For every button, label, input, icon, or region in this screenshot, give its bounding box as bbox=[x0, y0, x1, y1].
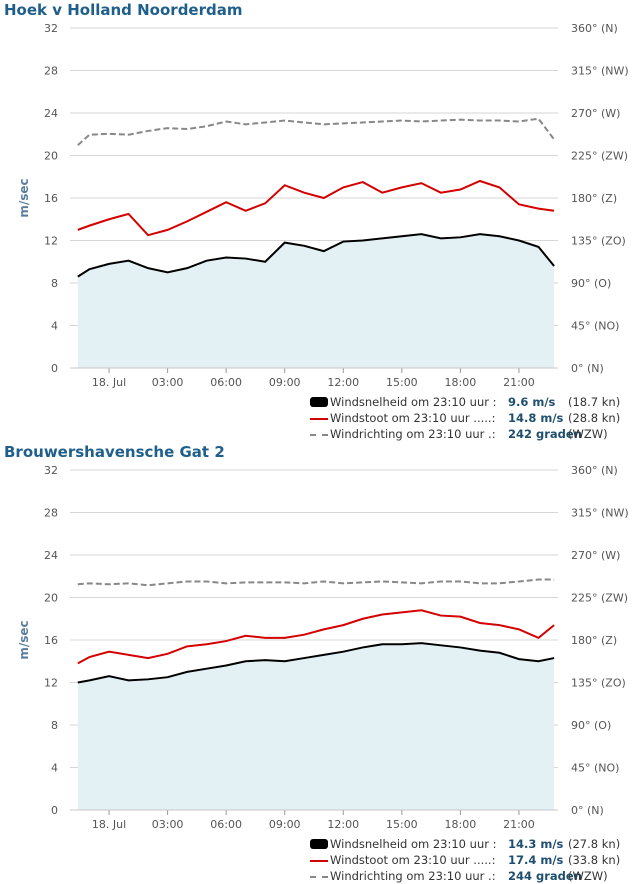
legend-item-direction[interactable]: Windrichting om 23:10 uur .: 244 graden (W… bbox=[308, 868, 634, 884]
legend-item-speed[interactable]: Windsnelheid om 23:10 uur :14.3 m/s (27.8… bbox=[308, 836, 634, 852]
y-tick-label: 24 bbox=[44, 107, 58, 120]
y2-tick-label: 90° (O) bbox=[571, 719, 611, 732]
y-tick-label: 20 bbox=[44, 592, 58, 605]
speed-swatch bbox=[310, 397, 328, 407]
y-tick-label: 28 bbox=[44, 507, 58, 520]
y2-tick-label: 180° (Z) bbox=[571, 634, 617, 647]
direction-swatch bbox=[310, 876, 328, 878]
legend-item-gust[interactable]: Windstoot om 23:10 uur .....: 14.8 m/s (28… bbox=[308, 410, 634, 426]
y2-tick-label: 225° (ZW) bbox=[571, 592, 628, 605]
y2-tick-label: 315° (NW) bbox=[571, 65, 629, 78]
y-tick-label: 8 bbox=[51, 277, 58, 290]
speed-line bbox=[77, 642, 555, 684]
y2-tick-label: 0° (N) bbox=[571, 362, 604, 375]
wind-chart-2: 0 0° (N) 4 45° (NO) 8 90° (O) 12 135° (ZO) 16 180… bbox=[17, 464, 629, 831]
y-tick-label: 4 bbox=[51, 320, 58, 333]
legend-item-gust[interactable]: Windstoot om 23:10 uur .....: 17.4 m/s (33… bbox=[308, 852, 634, 868]
x-tick-label: 18. Jul bbox=[92, 818, 126, 831]
y-tick-label: 12 bbox=[44, 677, 58, 690]
y2-tick-label: 270° (W) bbox=[571, 549, 620, 562]
y2-tick-label: 45° (NO) bbox=[571, 762, 619, 775]
y2-tick-label: 0° (N) bbox=[571, 804, 604, 817]
direction-line bbox=[77, 578, 555, 587]
wind-chart-1: 0 0° (N) 4 45° (NO) 8 90° (O) 12 135° (ZO) 16 180… bbox=[17, 22, 629, 389]
y-axis-label: m/sec bbox=[17, 620, 31, 659]
y-tick-label: 28 bbox=[44, 65, 58, 78]
direction-swatch bbox=[310, 434, 328, 436]
x-tick-label: 18. Jul bbox=[92, 376, 126, 389]
y-tick-label: 16 bbox=[44, 634, 58, 647]
y2-tick-label: 135° (ZO) bbox=[571, 677, 626, 690]
speed-line bbox=[77, 233, 555, 278]
x-tick-label: 06:00 bbox=[210, 818, 242, 831]
y-tick-label: 0 bbox=[51, 804, 58, 817]
x-tick-label: 12:00 bbox=[327, 376, 359, 389]
gust-line bbox=[77, 609, 555, 665]
x-tick-label: 21:00 bbox=[503, 376, 535, 389]
x-tick-label: 03:00 bbox=[152, 376, 184, 389]
y2-tick-label: 360° (N) bbox=[571, 22, 618, 35]
y-tick-label: 8 bbox=[51, 719, 58, 732]
y2-tick-label: 180° (Z) bbox=[571, 192, 617, 205]
station-title-1: Hoek v Holland Noorderdam bbox=[4, 1, 243, 19]
x-tick-label: 18:00 bbox=[445, 818, 477, 831]
y-tick-label: 32 bbox=[44, 22, 58, 35]
y2-tick-label: 45° (NO) bbox=[571, 320, 619, 333]
gust-swatch bbox=[310, 860, 328, 862]
station-title-2: Brouwershavensche Gat 2 bbox=[4, 443, 225, 461]
speed-swatch bbox=[310, 839, 328, 849]
x-tick-label: 18:00 bbox=[445, 376, 477, 389]
y-tick-label: 20 bbox=[44, 150, 58, 163]
speed-area bbox=[77, 643, 555, 810]
y-tick-label: 4 bbox=[51, 762, 58, 775]
x-tick-label: 21:00 bbox=[503, 818, 535, 831]
x-tick-label: 12:00 bbox=[327, 818, 359, 831]
y-tick-label: 32 bbox=[44, 464, 58, 477]
legend-1: Windsnelheid om 23:10 uur :9.6 m/s (18.7 … bbox=[308, 394, 634, 442]
x-tick-label: 15:00 bbox=[386, 818, 418, 831]
y2-tick-label: 315° (NW) bbox=[571, 507, 629, 520]
x-tick-label: 15:00 bbox=[386, 376, 418, 389]
y-tick-label: 12 bbox=[44, 235, 58, 248]
y2-tick-label: 225° (ZW) bbox=[571, 150, 628, 163]
y-tick-label: 0 bbox=[51, 362, 58, 375]
y2-tick-label: 360° (N) bbox=[571, 464, 618, 477]
y2-tick-label: 90° (O) bbox=[571, 277, 611, 290]
speed-area bbox=[77, 234, 555, 368]
gust-swatch bbox=[310, 418, 328, 420]
direction-line bbox=[77, 117, 555, 146]
legend-item-direction[interactable]: Windrichting om 23:10 uur .: 242 graden (W… bbox=[308, 426, 634, 442]
y-axis-label: m/sec bbox=[17, 178, 31, 217]
legend-item-speed[interactable]: Windsnelheid om 23:10 uur :9.6 m/s (18.7 … bbox=[308, 394, 634, 410]
y-tick-label: 24 bbox=[44, 549, 58, 562]
x-tick-label: 09:00 bbox=[269, 376, 301, 389]
y2-tick-label: 135° (ZO) bbox=[571, 235, 626, 248]
x-tick-label: 06:00 bbox=[210, 376, 242, 389]
x-tick-label: 09:00 bbox=[269, 818, 301, 831]
legend-2: Windsnelheid om 23:10 uur :14.3 m/s (27.8… bbox=[308, 836, 634, 884]
gust-line bbox=[77, 179, 555, 237]
y-tick-label: 16 bbox=[44, 192, 58, 205]
x-tick-label: 03:00 bbox=[152, 818, 184, 831]
y2-tick-label: 270° (W) bbox=[571, 107, 620, 120]
